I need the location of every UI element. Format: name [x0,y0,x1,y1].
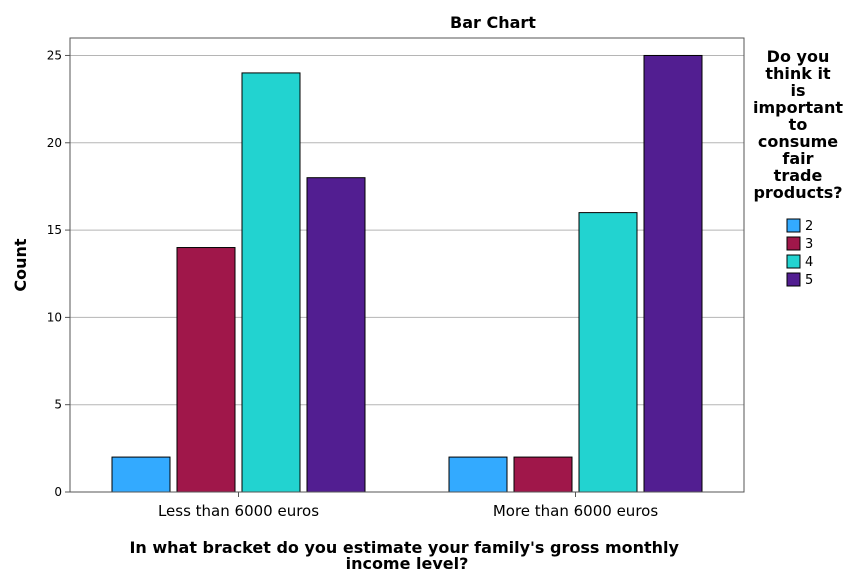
y-axis-title: Count [11,238,30,292]
legend-title-text: Do you think it is important to consume fair tr… [753,47,843,202]
legend-swatch-4 [786,254,801,269]
legend-swatch-2 [786,218,801,233]
legend-label-2: 2 [805,219,813,234]
chart-title: Bar Chart [450,13,536,32]
legend-title-line: think it [765,64,831,83]
y-tick-label: 5 [54,398,62,412]
bar-5-1 [643,54,703,493]
legend-title-line: is [790,81,805,100]
bars [111,54,703,493]
x-axis-categories: Less than 6000 euros More than 6000 euros [158,492,658,520]
legend-label-3: 3 [805,237,813,252]
x-tick-label: More than 6000 euros [493,502,659,520]
y-axis-ticks: 0 5 10 15 20 25 [47,48,70,499]
x-tick-label: Less than 6000 euros [158,502,319,520]
y-tick-label: 25 [47,48,62,62]
bar-4-1 [578,212,638,493]
x-axis-title-line-1: In what bracket do you estimate your fam… [129,538,679,557]
plot-area-frame [69,37,745,493]
y-tick-label: 20 [47,136,62,150]
bar-2-0 [111,456,171,493]
legend-title-line: important [753,98,843,117]
legend-label-5: 5 [805,273,813,288]
legend-title-line: Do you [767,47,830,66]
x-axis-title-line-2: income level? [346,554,469,573]
legend-swatch-5 [786,272,801,287]
legend-title-line: trade [774,166,823,185]
y-tick-label: 10 [47,310,62,324]
legend-label-4: 4 [805,255,813,270]
legend-title-line: fair [782,149,813,168]
legend-swatch-3 [786,236,801,251]
y-tick-label: 15 [47,223,62,237]
bar-5-0 [306,177,366,493]
legend-title-line: consume [758,132,838,151]
legend-title-line: to [789,115,808,134]
x-axis-title: In what bracket do you estimate your fam… [129,538,684,573]
legend-title: Do you think it is important to consume fair tr… [753,47,843,202]
bar-3-1 [513,456,573,493]
bar-4-0 [241,72,301,493]
y-tick-label: 0 [54,485,62,499]
bar-2-1 [448,456,508,493]
legend-title-line: products? [753,183,842,202]
bar-3-0 [176,247,236,493]
gridlines [70,54,744,406]
legend: 2 3 4 5 [786,218,813,288]
